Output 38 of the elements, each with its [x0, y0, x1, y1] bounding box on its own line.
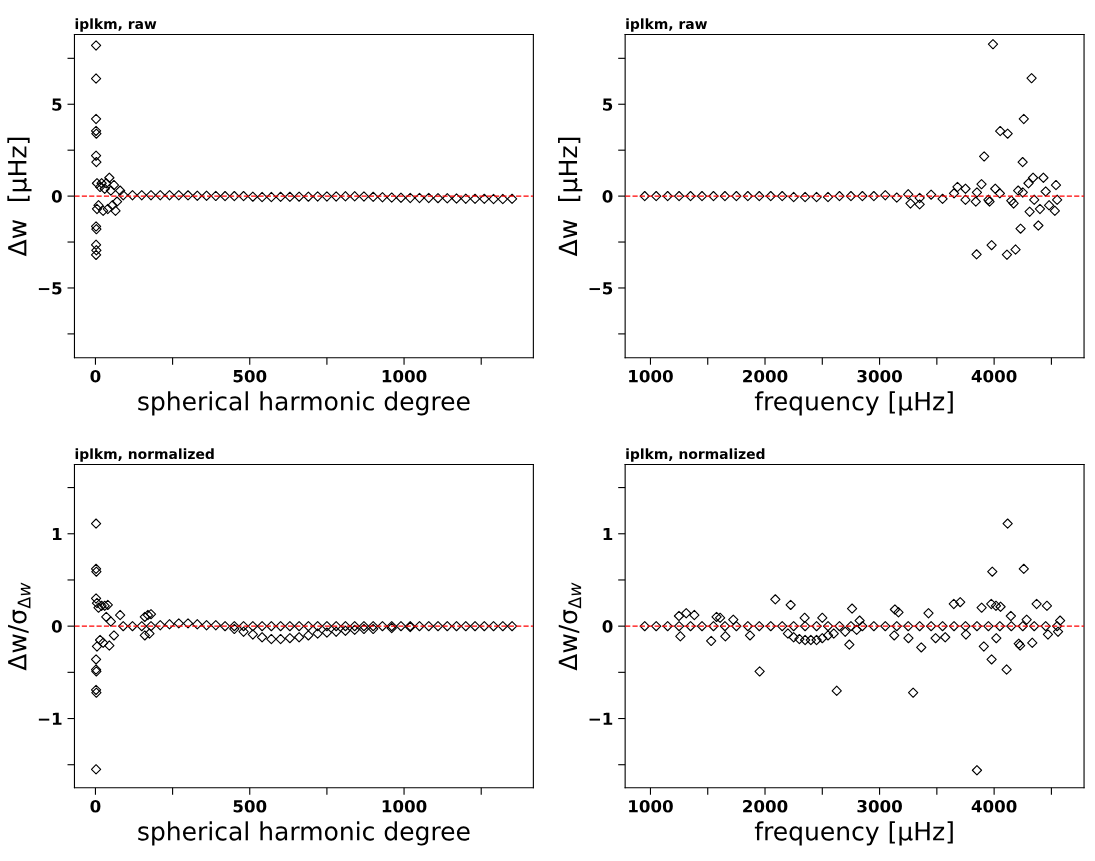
x-tick-label: 1000 [382, 799, 427, 813]
y-tick-label: −1 [38, 712, 62, 725]
x-axis-title: spherical harmonic degree [138, 391, 470, 416]
x-tick-label: 1000 [629, 799, 673, 813]
x-tick-label: 4000 [971, 369, 1017, 383]
x-axis-title: frequency [μHz] [754, 821, 953, 846]
x-tick-label: 0 [90, 369, 101, 383]
y-tick-label: 0 [602, 190, 613, 203]
chart-title: iplkm, normalized [626, 448, 765, 462]
x-axis-title: spherical harmonic degree [138, 821, 470, 846]
x-tick-label: 3000 [857, 799, 902, 813]
y-axis-title: Δw/σ$_{Δw}$ [8, 582, 31, 671]
y-tick-label: −1 [589, 712, 613, 725]
x-tick-label: 4000 [971, 799, 1017, 813]
chart-title: iplkm, raw [626, 18, 707, 32]
y-tick-label: 0 [51, 620, 62, 633]
x-tick-label: 3000 [857, 369, 902, 383]
x-tick-label: 1000 [382, 369, 427, 383]
chart-title: iplkm, raw [75, 18, 157, 32]
y-tick-label: 1 [52, 527, 62, 541]
chart-title: iplkm, normalized [75, 448, 214, 462]
y-tick-label: −5 [38, 282, 62, 295]
x-tick-label: 0 [90, 799, 101, 813]
y-tick-label: 5 [52, 98, 62, 111]
y-tick-label: 5 [603, 98, 613, 111]
y-axis-title: Δw [μHz] [7, 137, 32, 257]
x-tick-label: 1000 [629, 369, 673, 383]
x-axis-title: frequency [μHz] [754, 391, 953, 416]
y-tick-label: −5 [589, 282, 613, 295]
x-tick-label: 2000 [743, 369, 788, 383]
x-tick-label: 2000 [743, 799, 788, 813]
y-tick-label: 0 [602, 620, 613, 633]
x-tick-label: 500 [233, 799, 267, 813]
y-tick-label: 0 [51, 190, 62, 203]
y-tick-label: 1 [603, 527, 613, 541]
x-tick-label: 500 [233, 369, 267, 383]
y-axis-title: Δw [μHz] [558, 137, 583, 257]
y-axis-title: Δw/σ$_{Δw}$ [558, 582, 582, 671]
